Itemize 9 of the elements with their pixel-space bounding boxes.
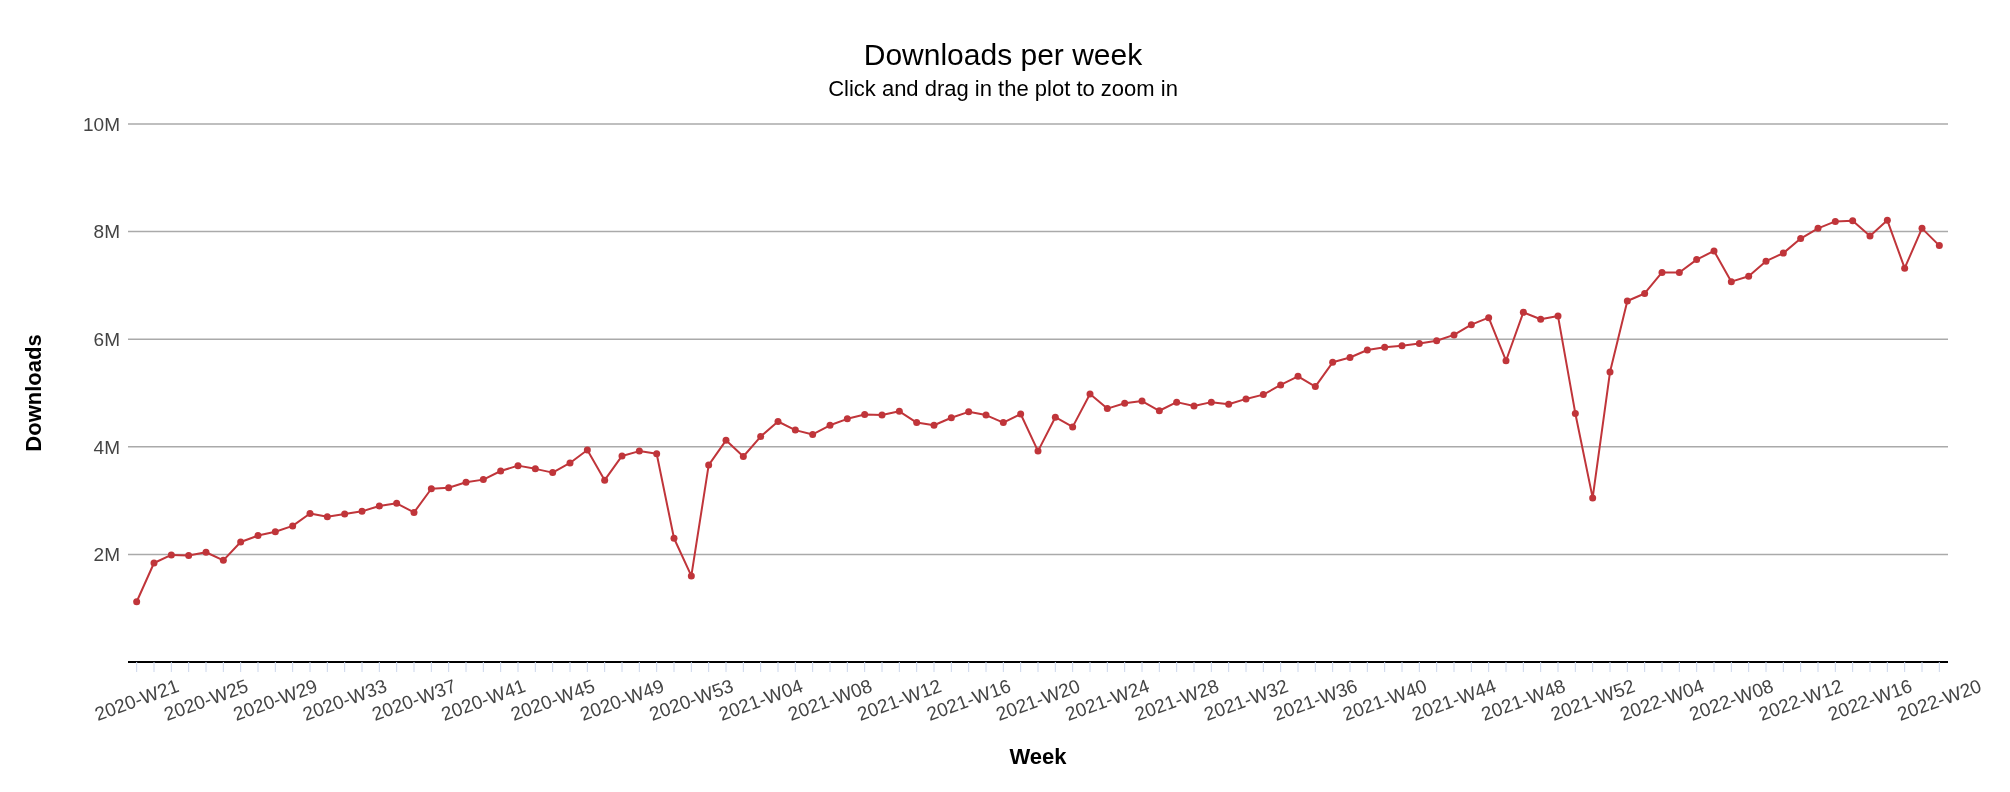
y-tick-label: 2M — [93, 544, 120, 566]
y-tick-label: 8M — [93, 221, 120, 243]
x-axis-title: Week — [1009, 744, 1068, 769]
chart-title: Downloads per week — [862, 37, 1144, 72]
y-tick-label: 6M — [93, 328, 120, 350]
y-tick-label: 10M — [83, 113, 120, 135]
chart-subtitle: Click and drag in the plot to zoom in — [827, 76, 1179, 102]
y-axis-title: Downloads — [20, 334, 46, 452]
y-tick-label: 4M — [93, 436, 120, 458]
